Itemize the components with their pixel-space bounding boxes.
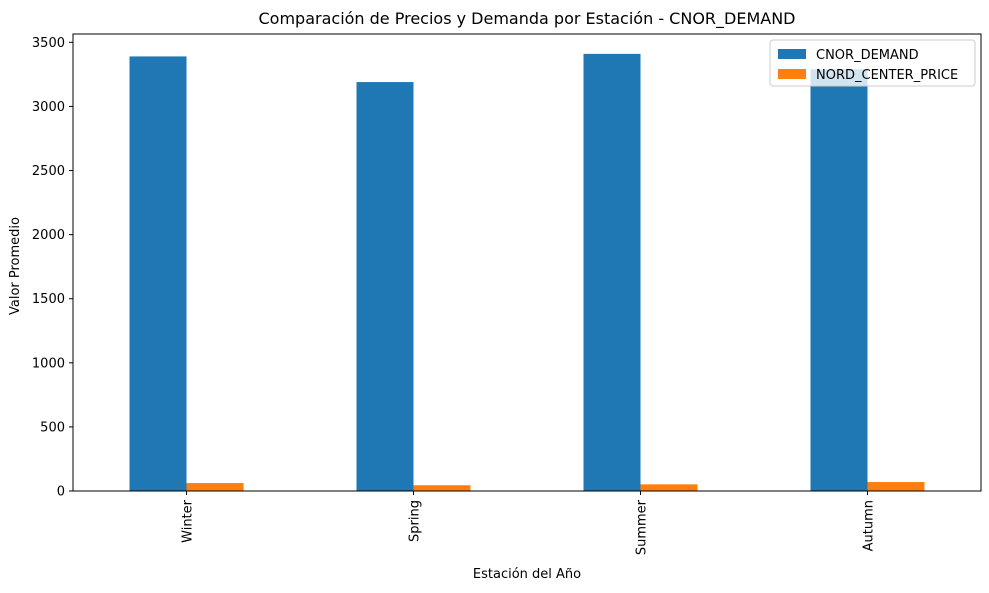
bar-nord-center-price-winter bbox=[186, 483, 244, 491]
bar-nord-center-price-autumn bbox=[867, 482, 925, 491]
plot-frame bbox=[72, 33, 982, 492]
y-tick-label: 3000 bbox=[32, 100, 65, 115]
chart-title: Comparación de Precios y Demanda por Est… bbox=[259, 9, 796, 29]
y-tick-label: 500 bbox=[40, 420, 65, 435]
bar-cnor-demand-spring bbox=[356, 82, 414, 491]
legend-label: CNOR_DEMAND bbox=[816, 48, 919, 63]
x-tick-label-summer: Summer bbox=[635, 499, 650, 555]
legend-swatch bbox=[778, 69, 806, 79]
x-axis-label: Estación del Año bbox=[473, 567, 581, 582]
x-tick-label-spring: Spring bbox=[408, 500, 423, 542]
y-tick-label: 1500 bbox=[32, 292, 65, 307]
y-tick-label: 2000 bbox=[32, 228, 65, 243]
bar-cnor-demand-winter bbox=[129, 56, 187, 491]
bar-nord-center-price-summer bbox=[640, 484, 698, 491]
legend-swatch bbox=[778, 49, 806, 59]
plot-area: 0 500 1000 1500 2000 2500 3000 3500 Winter Spring… bbox=[32, 33, 982, 555]
y-tick-label: 3500 bbox=[32, 36, 65, 51]
x-tick-label-autumn: Autumn bbox=[862, 500, 877, 551]
x-tick-label-winter: Winter bbox=[181, 499, 196, 543]
bar-cnor-demand-summer bbox=[583, 53, 641, 491]
y-tick-label: 2500 bbox=[32, 164, 65, 179]
y-tick-label: 0 bbox=[57, 485, 65, 500]
legend-label: NORD_CENTER_PRICE bbox=[816, 68, 958, 83]
legend-box bbox=[769, 39, 976, 87]
y-tick-label: 1000 bbox=[32, 356, 65, 371]
legend: CNOR_DEMAND NORD_CENTER_PRICE bbox=[769, 39, 976, 87]
bar-cnor-demand-autumn bbox=[810, 69, 868, 492]
bar-nord-center-price-spring bbox=[413, 485, 471, 491]
y-axis-label: Valor Promedio bbox=[8, 217, 23, 315]
